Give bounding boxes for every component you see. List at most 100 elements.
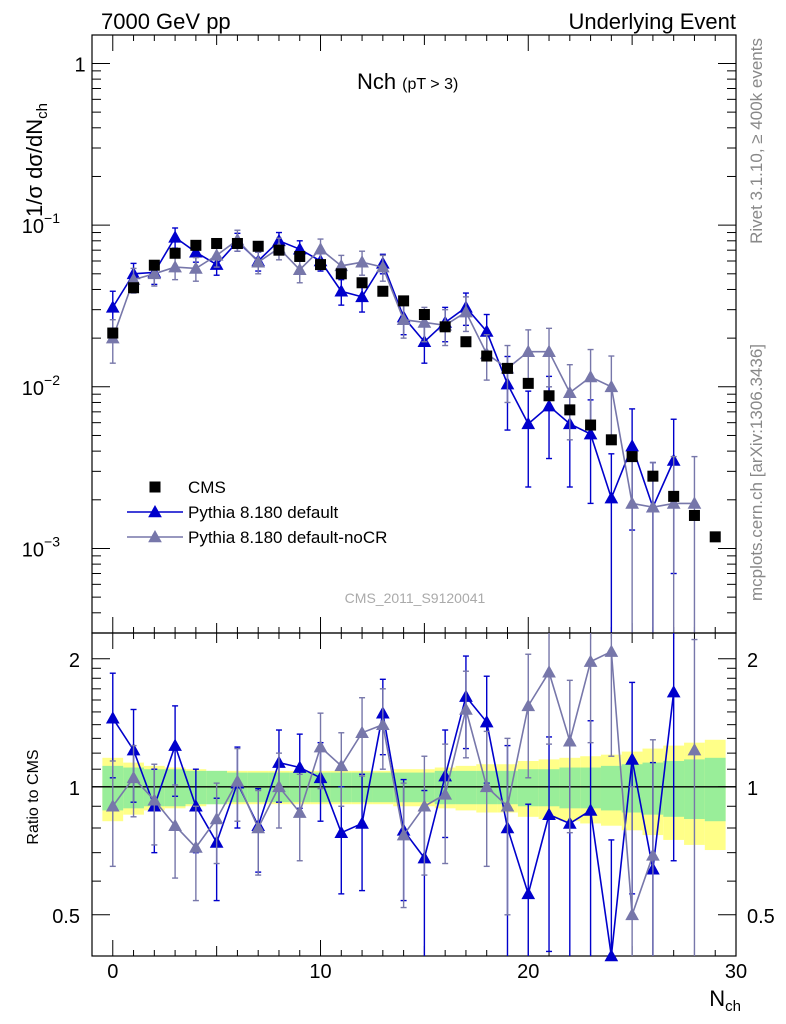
main-y-axis-label: 1/σ dσ/dNch [22,103,51,217]
cms-point [481,350,493,362]
ratio-band-inner [600,765,622,811]
legend-marker [148,504,162,518]
ratio-point [396,828,411,841]
legend-marker [149,481,161,493]
ratio-y-axis-label: Ratio to CMS [25,749,42,844]
cms-point [398,295,410,307]
cms-point [231,237,243,249]
cms-point [585,419,597,431]
ratio-point [562,734,577,747]
mc-point [542,344,556,357]
ratio-point [687,743,702,756]
legend-label: Pythia 8.180 default-noCR [188,528,387,547]
cms-point [148,259,160,271]
cms-point [688,509,700,521]
cms-point [169,247,181,259]
mc-point [147,266,162,280]
legend-marker [148,529,162,543]
mc-point [583,427,598,440]
ratio-point [666,685,681,698]
ratio-point [292,760,307,773]
cms-point [501,362,513,374]
mc-point [562,385,577,398]
ratio-tick-label-right: 1 [747,778,758,800]
y-tick-label-exp: −2 [44,372,60,388]
ratio-point [479,779,494,793]
ratio-point [438,787,453,800]
ratio-point [292,805,307,818]
cms-point [668,490,680,502]
ratio-tick-label-left: 2 [69,650,80,672]
ratio-point [355,725,369,739]
ratio-tick-label-right: 2 [747,650,758,672]
ratio-point [209,811,224,825]
legend-entry-1: Pythia 8.180 default [127,503,339,522]
ratio-panel: 0 10 20 30 2 2 1 1 0.5 0.5 [52,35,775,983]
mc-point [355,289,369,303]
mc-point [168,230,182,243]
x-tick-label: 10 [309,961,331,983]
mc-point [459,305,473,318]
mc-point [313,242,328,255]
y-tick-label: 10−2 [22,372,60,400]
x-label-main: N [709,986,725,1011]
mc-point [625,496,639,509]
mc-point [646,500,660,513]
ratio-point [583,803,598,816]
plot-title: Nch (pT > 3) [357,69,458,94]
ratio-point [417,799,432,812]
ratio-series-1 [105,633,702,956]
mc-point [687,496,702,509]
y-tick-label-base: 10 [22,378,44,400]
x-tick-label: 30 [725,961,747,983]
cms-point [709,531,721,543]
ratio-point [126,770,141,784]
ratio-point [646,848,660,861]
x-tick-label: 0 [107,961,118,983]
mcplots-info: mcplots.cern.ch [arXiv:1306.3436] [747,344,766,601]
mc-series-line [112,238,695,509]
legend: CMS Pythia 8.180 default Pythia 8.180 defa… [127,478,387,547]
cms-point [273,244,285,256]
cms-point [252,240,264,252]
y-tick-label-base: 10 [22,539,44,561]
cms-point [522,377,534,389]
ratio-point [313,740,328,753]
ratio-point [189,840,203,853]
ratio-band-inner [517,769,539,807]
cms-point [647,470,659,482]
legend-label: CMS [188,478,226,497]
ratio-point [521,886,536,900]
y-tick-label: 10−3 [22,533,60,561]
header-left: 7000 GeV pp [101,9,231,34]
legend-entry-0: CMS [149,478,226,497]
x-axis-label: Nch [709,986,741,1015]
mc-point [666,496,681,509]
y-tick-label: 1 [74,54,85,76]
cms-data [107,237,721,543]
cms-point [439,321,451,333]
ratio-point [105,711,120,724]
ratio-point [334,825,349,838]
ratio-point [251,820,266,834]
rivet-info: Rivet 3.1.10, ≥ 400k events [747,38,766,244]
y-label-main: 1/σ dσ/dN [22,119,47,217]
ratio-frame [91,632,737,957]
y-tick-label-base: 1 [74,54,85,76]
main-panel: 110−110−210−3 [22,34,737,956]
cms-point [564,404,576,416]
cms-point [377,285,389,297]
ratio-point [334,758,349,772]
ratio-tick-label-left: 1 [69,778,80,800]
ratio-point [625,907,639,921]
y-tick-label-base: 10 [22,216,44,238]
mc-point [209,248,224,261]
mc-point [292,262,307,276]
mc-point [521,416,536,430]
y-label-sub: ch [34,103,51,119]
cms-point [107,327,119,339]
ratio-point [604,644,619,657]
mc-point [375,260,390,273]
ratio-series-line [112,692,675,957]
mc-point [251,255,266,268]
